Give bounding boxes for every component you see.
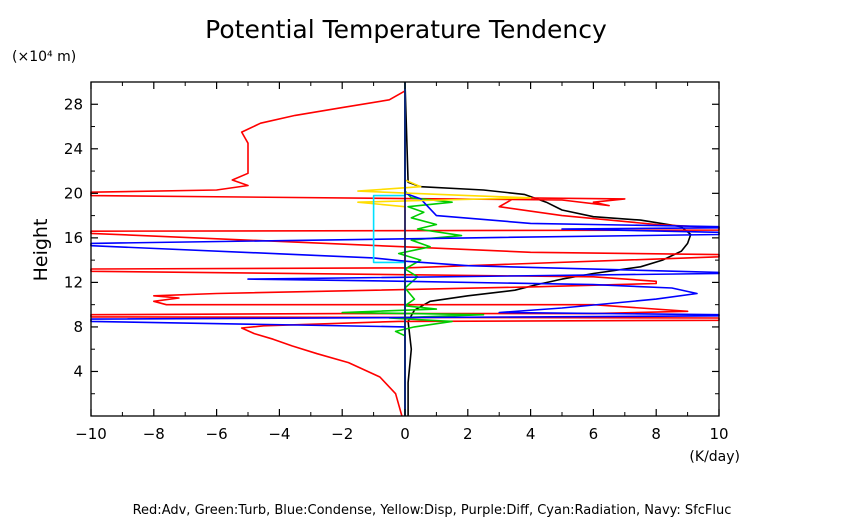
x-unit-label: (K/day) — [689, 449, 740, 465]
x-tick-label: 0 — [400, 425, 410, 443]
x-tick-label: 6 — [589, 425, 599, 443]
x-tick-label: −2 — [331, 425, 353, 443]
x-tick-label: −6 — [206, 425, 228, 443]
y-tick-label: 8 — [73, 318, 83, 336]
x-tick-label: −4 — [268, 425, 290, 443]
x-tick-label: −8 — [143, 425, 165, 443]
y-tick-label: 16 — [64, 229, 83, 247]
x-tick-label: 10 — [709, 425, 728, 443]
y-tick-label: 4 — [73, 362, 83, 380]
y-tick-label: 28 — [64, 95, 83, 113]
x-tick-label: 2 — [463, 425, 473, 443]
y-tick-label: 20 — [64, 184, 83, 202]
y-axis-label: Height — [30, 219, 52, 282]
y-tick-label: 24 — [64, 140, 83, 158]
series-line-2 — [341, 82, 485, 416]
series-line-4 — [357, 82, 532, 416]
x-tick-label: −10 — [75, 425, 107, 443]
x-tick-label: 8 — [651, 425, 661, 443]
series-line-5 — [372, 82, 406, 416]
series-line-0 — [404, 81, 692, 416]
y-tick-label: 12 — [64, 273, 83, 291]
y-unit-label: (×10⁴ m) — [12, 49, 76, 65]
series-layer — [90, 81, 720, 417]
color-legend: Red:Adv, Green:Turb, Blue:Condense, Yell… — [133, 503, 732, 518]
x-tick-label: 4 — [526, 425, 536, 443]
chart-title: Potential Temperature Tendency — [205, 15, 607, 44]
